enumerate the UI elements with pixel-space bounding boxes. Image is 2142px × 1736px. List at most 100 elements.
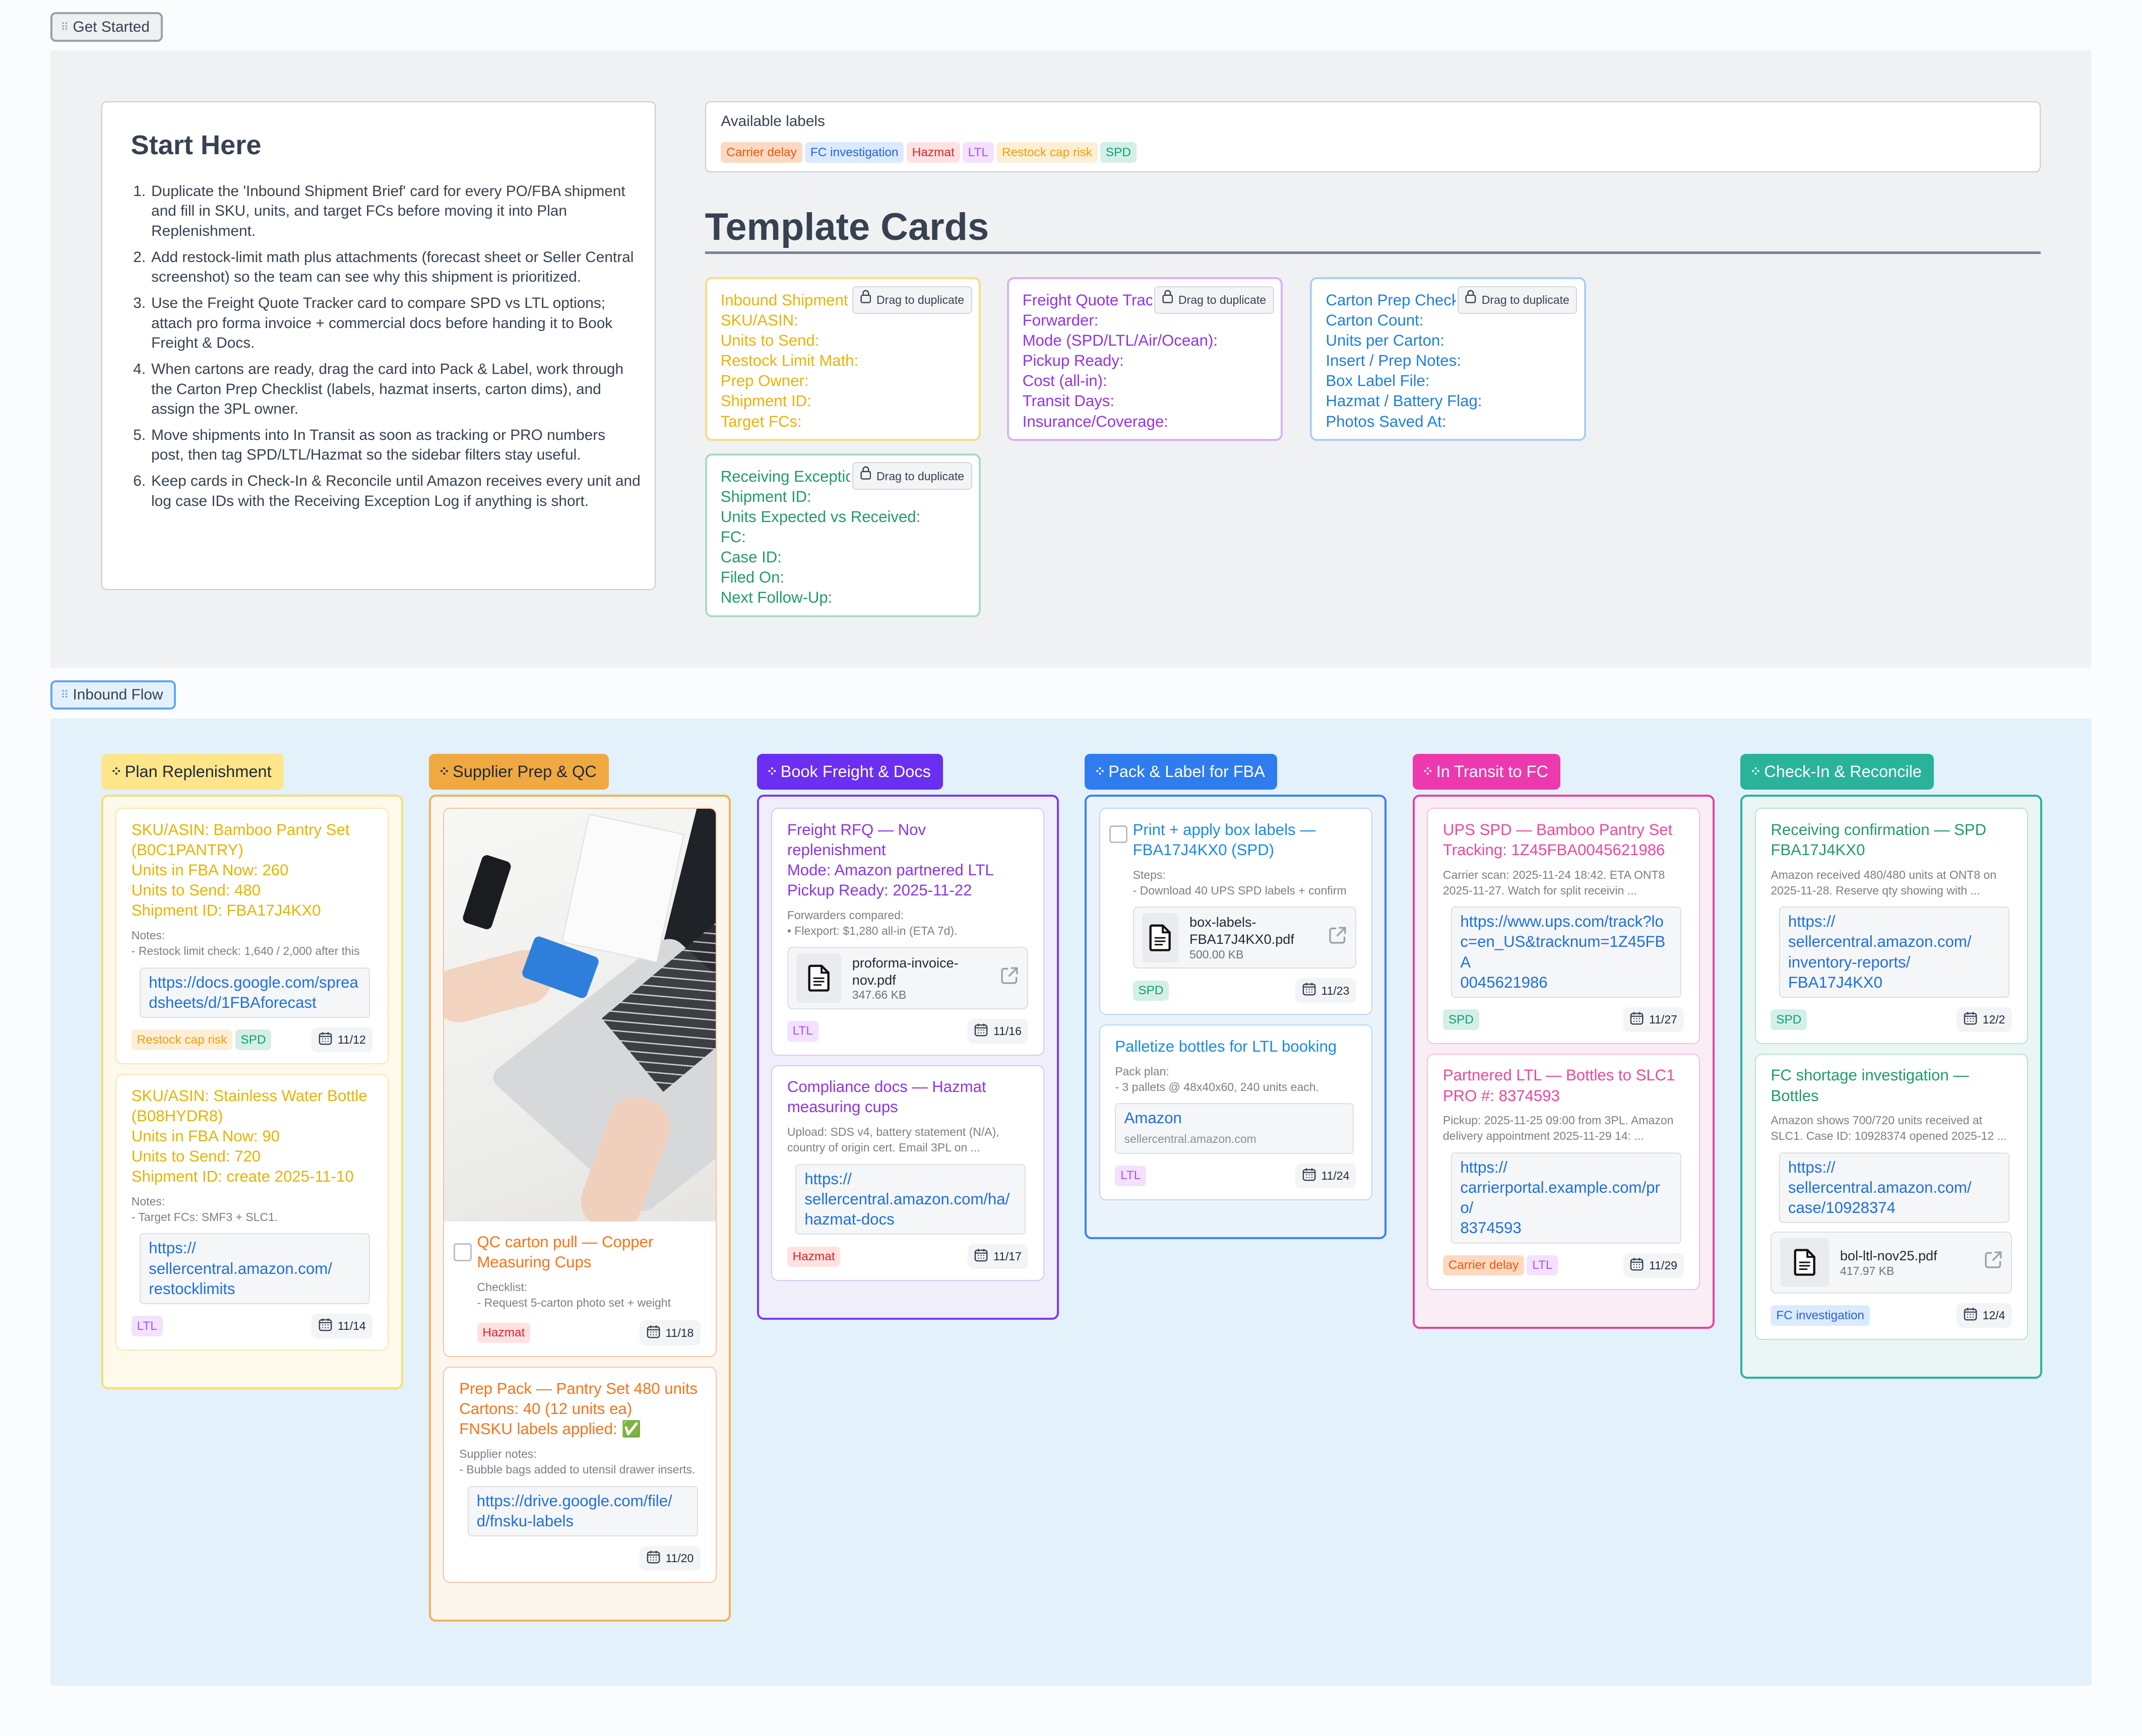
drag-to-duplicate-button[interactable]: Drag to duplicate — [1457, 286, 1578, 314]
kanban-card[interactable]: QC carton pull — Copper Measuring Cups Ch… — [443, 808, 717, 1358]
due-date-badge[interactable]: 11/20 — [640, 1546, 701, 1571]
label-chip[interactable]: LTL — [787, 1020, 818, 1042]
label-chip[interactable]: SPD — [1771, 1009, 1807, 1030]
notes-line: • Flexport: $1,280 all-in (ETA 7d). — [787, 924, 958, 937]
card-title: UPS SPD — Bamboo Pantry Set Tracking: 1Z4… — [1443, 820, 1684, 860]
label-chip[interactable]: SPD — [1100, 142, 1137, 163]
due-date-badge[interactable]: 12/2 — [1957, 1007, 2012, 1033]
label-chip[interactable]: LTL — [1527, 1255, 1558, 1276]
due-date-badge[interactable]: 11/14 — [311, 1313, 373, 1339]
due-date-badge[interactable]: 11/23 — [1295, 978, 1356, 1003]
drag-handle-icon[interactable]: ⁘ — [438, 763, 450, 780]
drag-handle-icon[interactable]: ⁘ — [1094, 763, 1106, 780]
kanban-card[interactable]: SKU/ASIN: Stainless Water Bottle (B08HYD… — [115, 1073, 389, 1351]
label-chip[interactable]: SPD — [1442, 1009, 1479, 1030]
template-card[interactable]: Receiving Exception Log Shipment ID: Units… — [705, 453, 981, 618]
kanban-card[interactable]: Compliance docs — Hazmat measuring cups U… — [771, 1065, 1045, 1281]
task-checkbox[interactable] — [1109, 825, 1128, 844]
label-chip[interactable]: LTL — [962, 142, 994, 163]
card-link[interactable]: https:// sellercentral.amazon.com/restock… — [140, 1233, 370, 1304]
due-date-badge[interactable]: 11/24 — [1295, 1163, 1356, 1189]
kanban-card[interactable]: Receiving confirmation — SPD FBA17J4KX0 A… — [1754, 808, 2028, 1044]
drag-handle-icon[interactable]: ⁘ — [1422, 763, 1434, 780]
card-title: QC carton pull — Copper Measuring Cups — [477, 1232, 701, 1272]
label-chip[interactable]: FC investigation — [805, 142, 904, 163]
label-chip[interactable]: Hazmat — [477, 1322, 531, 1343]
link-line: hazmat-docs — [804, 1210, 895, 1228]
card-link[interactable]: https:// sellercentral.amazon.com/ha/hazm… — [795, 1164, 1026, 1235]
due-date-badge[interactable]: 11/29 — [1623, 1253, 1684, 1278]
drag-handle-icon[interactable]: ⁘ — [110, 763, 122, 780]
card-title-line: Compliance docs — Hazmat measuring cups — [787, 1078, 986, 1116]
due-date-badge[interactable]: 12/4 — [1957, 1303, 2012, 1328]
due-date-badge[interactable]: 11/18 — [640, 1320, 701, 1345]
section-tag-get-started[interactable]: ⠿ Get Started — [50, 12, 163, 42]
open-external-icon[interactable] — [1328, 926, 1347, 950]
due-date-badge[interactable]: 11/16 — [967, 1018, 1029, 1044]
card-title-line: Partnered LTL — Bottles to SLC1 — [1442, 1066, 1675, 1084]
column-title: Check-In & Reconcile — [1764, 762, 1922, 781]
drag-to-duplicate-button[interactable]: Drag to duplicate — [852, 462, 972, 490]
column-header[interactable]: ⁘ Plan Replenishment — [101, 754, 284, 790]
template-field: Insurance/Coverage: — [1022, 412, 1168, 430]
section-tag-inbound-flow[interactable]: ⠿ Inbound Flow — [50, 680, 176, 710]
label-chip[interactable]: Carrier delay — [721, 142, 802, 163]
file-attachment[interactable]: proforma-invoice-nov.pdf 347.66 KB — [787, 947, 1029, 1009]
drag-handle-icon[interactable]: ⁘ — [766, 763, 778, 780]
card-link[interactable]: https:// carrierportal.example.com/pro/83… — [1451, 1152, 1682, 1244]
kanban-card[interactable]: FC shortage investigation — Bottles Amazo… — [1754, 1053, 2028, 1340]
notes-line: - Target FCs: SMF3 + SLC1. — [131, 1210, 278, 1224]
link-line: sellercentral.amazon.com/ha/ — [804, 1190, 1010, 1208]
due-date-badge[interactable]: 11/12 — [311, 1027, 373, 1053]
column-header[interactable]: ⁘ In Transit to FC — [1412, 754, 1561, 790]
template-card[interactable]: Freight Quote Tracker Forwarder: Mode (SPD… — [1006, 277, 1283, 441]
label-chip[interactable]: FC investigation — [1771, 1305, 1870, 1326]
task-checkbox[interactable] — [454, 1243, 472, 1261]
open-external-icon[interactable] — [1984, 1250, 2003, 1274]
label-chip[interactable]: Hazmat — [906, 142, 960, 163]
kanban-card[interactable]: Partnered LTL — Bottles to SLC1 PRO #: 83… — [1427, 1053, 1700, 1290]
label-chip[interactable]: Hazmat — [787, 1246, 841, 1267]
drag-to-duplicate-button[interactable]: Drag to duplicate — [852, 286, 972, 314]
card-footer: SPD 11/27 — [1442, 1007, 1684, 1033]
label-chip[interactable]: Restock cap risk — [996, 142, 1098, 163]
due-date-badge[interactable]: 11/27 — [1623, 1007, 1684, 1033]
board-column: ⁘ Pack & Label for FBA Print + apply box l… — [1085, 754, 1387, 1239]
template-card[interactable]: Carton Prep Checklist Carton Count: Units … — [1310, 277, 1586, 441]
file-attachment[interactable]: box-labels-FBA17J4KX0.pdf 500.00 KB — [1132, 907, 1356, 969]
file-name: bol-ltl-nov25.pdf — [1840, 1247, 1937, 1263]
kanban-card[interactable]: Print + apply box labels — FBA17J4KX0 (S… — [1099, 808, 1372, 1015]
label-chip[interactable]: Restock cap risk — [131, 1030, 233, 1050]
label-chip[interactable]: SPD — [1132, 980, 1169, 1001]
kanban-card[interactable]: Freight RFQ — Nov replenishment Mode: Ama… — [771, 808, 1045, 1056]
column-header[interactable]: ⁘ Book Freight & Docs — [757, 754, 943, 790]
template-card[interactable]: Inbound Shipment Brief SKU/ASIN: Units to … — [705, 277, 981, 441]
label-chip[interactable]: Carrier delay — [1442, 1255, 1525, 1276]
file-attachment[interactable]: bol-ltl-nov25.pdf 417.97 KB — [1771, 1231, 2012, 1294]
card-link[interactable]: https://www.ups.com/track?lo c=en_US&trac… — [1451, 907, 1682, 998]
link-preview[interactable]: Amazon sellercentral.amazon.com — [1115, 1103, 1354, 1154]
card-notes: Pickup: 2025-11-25 09:00 from 3PL. Amazo… — [1443, 1113, 1684, 1144]
open-external-icon[interactable] — [1000, 966, 1019, 990]
drag-to-duplicate-button[interactable]: Drag to duplicate — [1154, 286, 1274, 314]
column-header[interactable]: ⁘ Check-In & Reconcile — [1740, 754, 1934, 790]
label-chip[interactable]: SPD — [235, 1030, 272, 1050]
kanban-card[interactable]: Prep Pack — Pantry Set 480 units Cartons:… — [443, 1367, 717, 1583]
kanban-card[interactable]: Palletize bottles for LTL booking Pack pl… — [1099, 1024, 1372, 1200]
card-link[interactable]: https://drive.google.com/file/d/fnsku-la… — [467, 1486, 698, 1537]
card-notes: Supplier notes: - Bubble bags added to ut… — [459, 1446, 701, 1477]
due-date-badge[interactable]: 11/17 — [967, 1244, 1029, 1269]
card-title-line: FNSKU labels applied: ✅ — [459, 1420, 642, 1438]
drag-handle-icon[interactable]: ⁘ — [1750, 763, 1761, 780]
kanban-card[interactable]: UPS SPD — Bamboo Pantry Set Tracking: 1Z4… — [1427, 808, 1700, 1044]
kanban-card[interactable]: SKU/ASIN: Bamboo Pantry Set (B0C1PANTRY)… — [115, 808, 389, 1064]
card-title: Partnered LTL — Bottles to SLC1 PRO #: 83… — [1443, 1065, 1684, 1106]
label-chip[interactable]: LTL — [131, 1316, 163, 1336]
card-link[interactable]: https:// sellercentral.amazon.com/case/10… — [1779, 1152, 2009, 1224]
column-header[interactable]: ⁘ Supplier Prep & QC — [429, 754, 609, 790]
label-chip[interactable]: LTL — [1115, 1166, 1147, 1186]
column-header[interactable]: ⁘ Pack & Label for FBA — [1085, 754, 1278, 790]
card-link[interactable]: https://docs.google.com/spreadsheets/d/1… — [140, 967, 370, 1018]
link-line: 8374593 — [1460, 1219, 1522, 1237]
card-link[interactable]: https:// sellercentral.amazon.com/invento… — [1779, 907, 2009, 998]
